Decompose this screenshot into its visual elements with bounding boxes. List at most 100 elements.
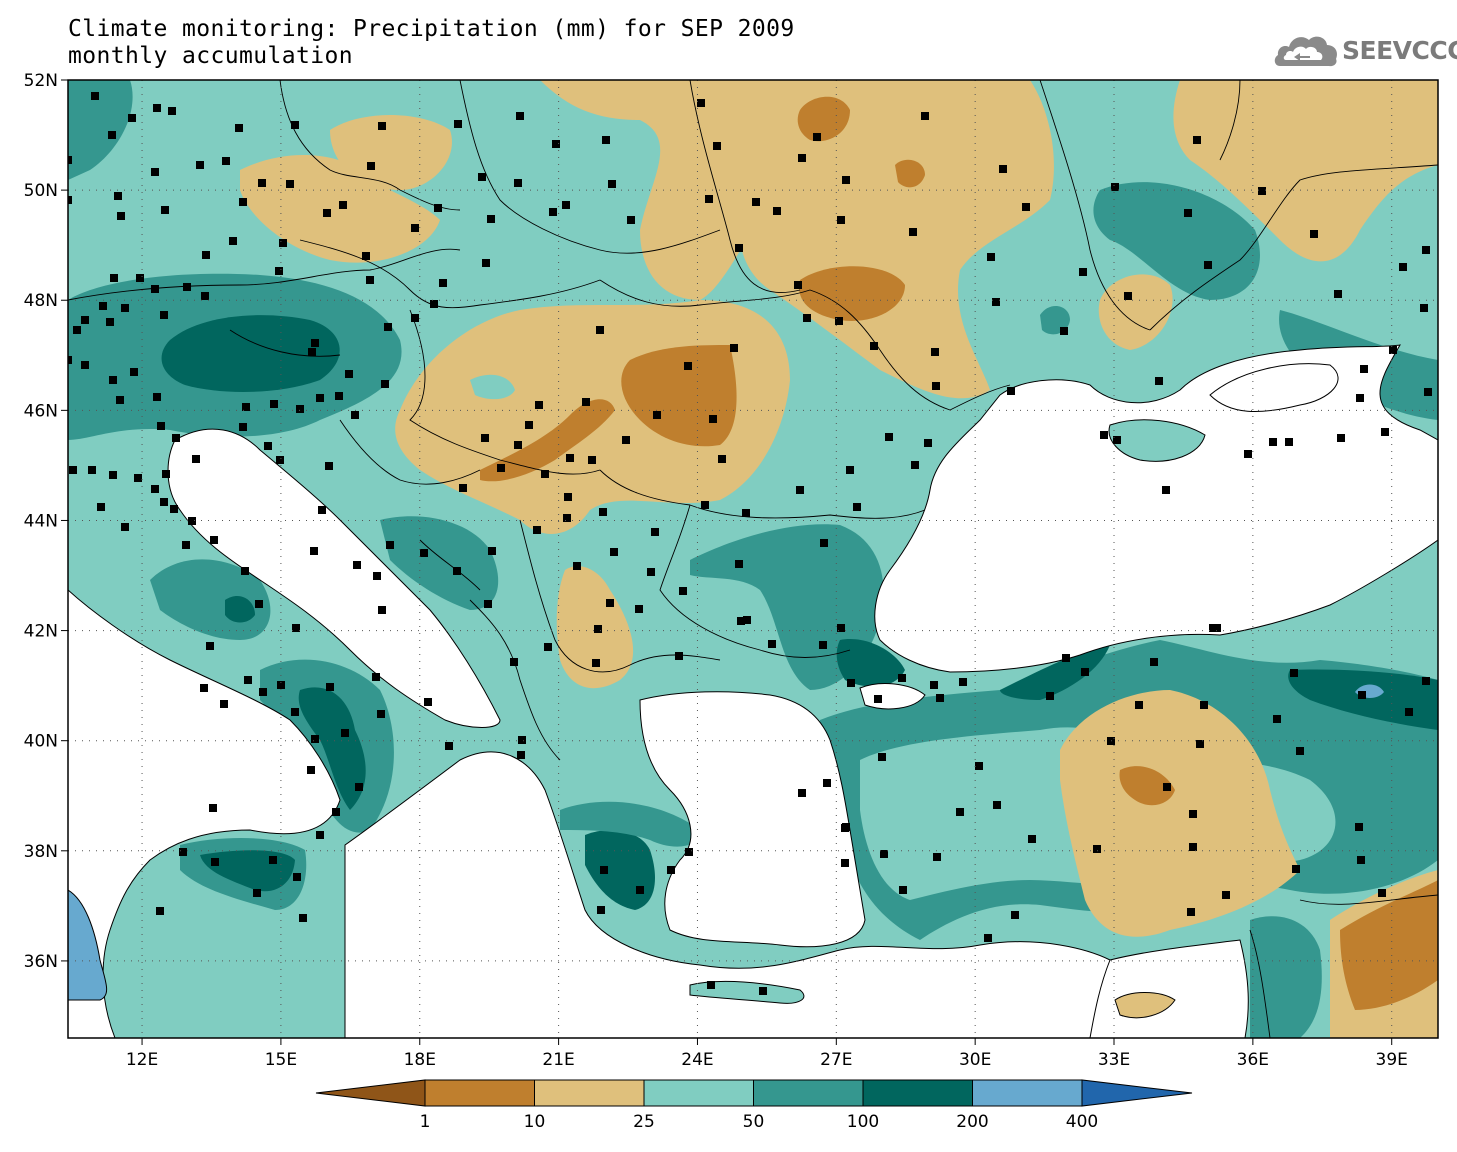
lat-tick-label: 46N	[24, 401, 58, 421]
region-northturkey-dark	[1000, 645, 1110, 700]
station-marker	[91, 92, 99, 100]
lon-tick-label: 15E	[265, 1050, 297, 1070]
station-marker	[286, 180, 294, 188]
station-marker	[975, 762, 983, 770]
station-marker	[1424, 388, 1432, 396]
station-marker	[179, 848, 187, 856]
crimea	[1108, 419, 1206, 462]
station-marker	[992, 298, 1000, 306]
station-marker	[308, 348, 316, 356]
station-marker	[1150, 658, 1158, 666]
region-southeast-brown	[1340, 880, 1438, 1010]
station-marker	[813, 133, 821, 141]
region-anatolia-tan	[1060, 690, 1300, 937]
station-marker	[160, 311, 168, 319]
station-marker	[318, 506, 326, 514]
station-marker	[564, 493, 572, 501]
legend-swatch	[424, 1079, 535, 1107]
lat-tick-label: 38N	[24, 842, 58, 862]
station-marker	[525, 421, 533, 429]
legend-swatch	[862, 1079, 973, 1107]
station-marker	[735, 244, 743, 252]
region-greece-teal	[560, 801, 700, 847]
station-marker	[311, 339, 319, 347]
station-marker	[713, 142, 721, 150]
station-marker	[870, 342, 878, 350]
station-marker	[381, 380, 389, 388]
station-marker	[341, 729, 349, 737]
station-marker	[264, 442, 272, 450]
region-anatolia-brown	[1119, 766, 1175, 806]
station-marker	[885, 433, 893, 441]
station-marker	[68, 196, 72, 204]
region-romania-brown	[621, 345, 737, 447]
station-marker	[1357, 856, 1365, 864]
station-marker	[718, 455, 726, 463]
station-marker	[535, 401, 543, 409]
station-marker	[1360, 365, 1368, 373]
legend-swatch	[972, 1079, 1083, 1107]
station-marker	[326, 683, 334, 691]
lat-tick-label: 36N	[24, 952, 58, 972]
station-marker	[1389, 346, 1397, 354]
region-levant-teal	[1250, 916, 1322, 1038]
station-marker	[984, 934, 992, 942]
station-marker	[269, 856, 277, 864]
station-marker	[276, 456, 284, 464]
region-ukraine-tan	[739, 80, 1054, 399]
logo-text: SEEVCCC	[1342, 36, 1457, 65]
station-marker	[1193, 136, 1201, 144]
station-marker	[170, 505, 178, 513]
station-marker	[323, 209, 331, 217]
station-marker	[291, 708, 299, 716]
station-marker	[737, 617, 745, 625]
station-marker	[1062, 654, 1070, 662]
station-marker	[106, 318, 114, 326]
station-marker	[1196, 740, 1204, 748]
station-marker	[608, 180, 616, 188]
station-marker	[1399, 263, 1407, 271]
station-marker	[445, 742, 453, 750]
station-marker	[742, 509, 750, 517]
station-marker	[244, 676, 252, 684]
legend-swatch	[534, 1079, 645, 1107]
cyprus	[1114, 992, 1176, 1019]
station-marker	[366, 276, 374, 284]
station-marker	[933, 853, 941, 861]
station-marker	[453, 567, 461, 575]
station-marker	[487, 215, 495, 223]
station-marker	[73, 326, 81, 334]
station-marker	[1422, 246, 1430, 254]
station-marker	[930, 681, 938, 689]
station-marker	[1155, 377, 1163, 385]
station-marker	[311, 735, 319, 743]
station-marker	[339, 201, 347, 209]
map-canvas	[68, 80, 1438, 1038]
station-marker	[378, 122, 386, 130]
station-marker	[679, 587, 687, 595]
station-marker	[482, 259, 490, 267]
station-marker	[1296, 747, 1304, 755]
station-marker	[667, 866, 675, 874]
station-marker	[160, 498, 168, 506]
station-marker	[1269, 438, 1277, 446]
station-marker	[1060, 327, 1068, 335]
cloud-icon	[1274, 36, 1337, 67]
legend-label: 25	[633, 1112, 655, 1132]
black-sea	[874, 344, 1438, 673]
lon-tick-label: 18E	[404, 1050, 436, 1070]
lat-tick-label: 52N	[24, 71, 58, 91]
station-marker	[345, 370, 353, 378]
station-marker	[653, 411, 661, 419]
legend-label: 100	[847, 1112, 879, 1132]
station-marker	[1081, 668, 1089, 676]
station-marker	[820, 539, 828, 547]
station-marker	[1189, 810, 1197, 818]
station-marker	[1258, 187, 1266, 195]
crete	[689, 980, 805, 1004]
station-marker	[151, 285, 159, 293]
station-marker	[594, 625, 602, 633]
sardinia-corner	[68, 889, 108, 1001]
station-marker	[200, 684, 208, 692]
